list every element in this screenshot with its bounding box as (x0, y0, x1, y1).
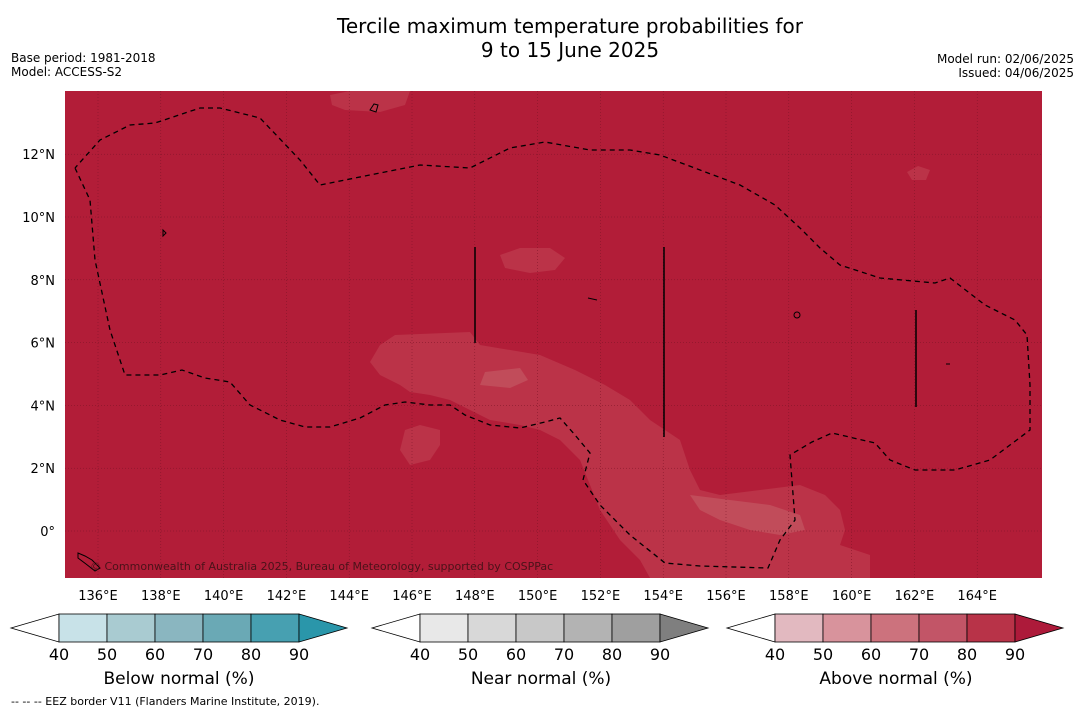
lon-tick-label: 142°E (267, 589, 307, 604)
eez-footer-note: -- -- -- EEZ border V11 (Flanders Marine… (11, 695, 320, 708)
colorbar-min-extend (9, 613, 60, 643)
colorbar-segment (870, 613, 920, 643)
model-run-text: Model run: 02/06/2025 (936, 52, 1074, 66)
data-artifacts (474, 247, 917, 437)
colorbar-segment (58, 613, 108, 643)
lon-tick-label: 156°E (706, 589, 746, 604)
colorbar-tick-label: 60 (145, 645, 165, 664)
copyright-text: © Commonwealth of Australia 2025, Bureau… (90, 560, 553, 573)
issued-text: Issued: 04/06/2025 (958, 66, 1074, 80)
base-period-text: Base period: 1981-2018 (11, 51, 156, 65)
colorbar-max-extend (1014, 613, 1065, 643)
colorbar-tick-label: 90 (1005, 645, 1025, 664)
lon-tick-label: 148°E (455, 589, 495, 604)
colorbar-segment (202, 613, 252, 643)
latitude-labels: 12°N 10°N 8°N 6°N 4°N 2°N 0° (22, 148, 55, 540)
colorbar-tick-label: 60 (506, 645, 526, 664)
colorbar-min-extend (370, 613, 421, 643)
colorbars: 40 50 60 70 80 90 40 50 60 70 80 90 40 50 60 70 80 90 (9, 613, 1065, 664)
lon-tick-label: 154°E (643, 589, 683, 604)
islands (77, 103, 950, 572)
colorbar-tick-label: 40 (49, 645, 69, 664)
colorbar-segment (515, 613, 565, 643)
eez-border (74, 107, 1031, 569)
near-normal-label: Near normal (%) (470, 669, 612, 689)
lon-tick-label: 140°E (204, 589, 244, 604)
model-info: Base period: 1981-2018 Model: ACCESS-S2 (11, 51, 156, 79)
lat-tick-label: 8°N (31, 274, 56, 289)
lon-tick-label: 160°E (832, 589, 872, 604)
colorbar-tick-label: 80 (957, 645, 977, 664)
longitude-labels: 136°E 138°E 140°E 142°E 144°E 146°E 148°E 150°E… (78, 589, 997, 604)
colorbar-segment (611, 613, 661, 643)
colorbar-tick-label: 70 (909, 645, 929, 664)
colorbar-min-extend (725, 613, 776, 643)
colorbar-tick-label: 70 (193, 645, 213, 664)
colorbar-segment (966, 613, 1016, 643)
model-text: Model: ACCESS-S2 (11, 65, 123, 79)
colorbar-segment (822, 613, 872, 643)
colorbar-segment (563, 613, 613, 643)
colorbar-tick-label: 70 (554, 645, 574, 664)
colorbar-tick-label: 40 (765, 645, 785, 664)
colorbar-tick-label: 60 (861, 645, 881, 664)
map-background (65, 91, 1042, 578)
lighter-probability-patch (330, 91, 930, 578)
colorbar-segment (154, 613, 204, 643)
lat-tick-label: 4°N (31, 399, 56, 414)
colorbar-segment (467, 613, 517, 643)
run-info: Model run: 02/06/2025 Issued: 04/06/2025 (937, 52, 1074, 80)
lon-tick-label: 136°E (78, 589, 118, 604)
lon-tick-label: 152°E (581, 589, 621, 604)
lon-tick-label: 144°E (329, 589, 369, 604)
colorbar-tick-label: 40 (410, 645, 430, 664)
above-normal-label: Above normal (%) (819, 669, 973, 689)
colorbar-segment (106, 613, 156, 643)
lat-tick-label: 2°N (31, 462, 56, 477)
colorbar-tick-label: 80 (241, 645, 261, 664)
colorbar-tick-label: 90 (650, 645, 670, 664)
colorbar-segment (419, 613, 469, 643)
lon-tick-label: 164°E (957, 589, 997, 604)
lat-tick-label: 10°N (22, 211, 55, 226)
gridlines (65, 91, 1042, 578)
lat-tick-label: 0° (40, 525, 55, 540)
colorbar-max-extend (298, 613, 349, 643)
colorbar-max-extend (659, 613, 710, 643)
colorbar-tick-label: 50 (97, 645, 117, 664)
colorbar-segment (918, 613, 968, 643)
colorbar-tick-label: 80 (602, 645, 622, 664)
below-normal-label: Below normal (%) (103, 669, 255, 689)
lat-tick-label: 6°N (31, 337, 56, 352)
title-line-1: Tercile maximum temperature probabilitie… (337, 14, 803, 38)
above-normal-colorbar: 40 50 60 70 80 90 (725, 613, 1065, 664)
lon-tick-label: 162°E (895, 589, 935, 604)
colorbar-segment (250, 613, 300, 643)
lon-tick-label: 150°E (518, 589, 558, 604)
map-title: Tercile maximum temperature probabilitie… (0, 14, 1085, 62)
colorbar-tick-label: 90 (289, 645, 309, 664)
lat-tick-label: 12°N (22, 148, 55, 163)
colorbar-segment (774, 613, 824, 643)
lon-tick-label: 146°E (392, 589, 432, 604)
lon-tick-label: 158°E (769, 589, 809, 604)
colorbar-tick-label: 50 (813, 645, 833, 664)
title-line-2: 9 to 15 June 2025 (480, 38, 660, 62)
lon-tick-label: 138°E (141, 589, 181, 604)
colorbar-tick-label: 50 (458, 645, 478, 664)
below-normal-colorbar: 40 50 60 70 80 90 (9, 613, 349, 664)
near-normal-colorbar: 40 50 60 70 80 90 (370, 613, 710, 664)
